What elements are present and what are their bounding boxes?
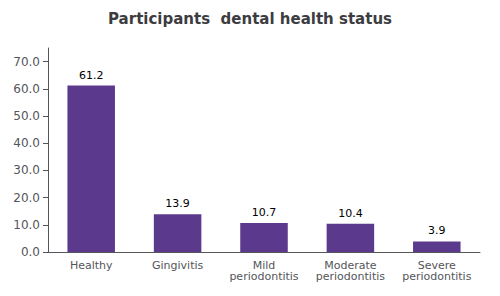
svg-text:20.0: 20.0	[13, 191, 40, 205]
svg-text:60.0: 60.0	[13, 82, 40, 96]
svg-text:Mild: Mild	[252, 259, 276, 272]
svg-text:13.9: 13.9	[165, 197, 190, 210]
svg-text:Healthy: Healthy	[70, 259, 113, 272]
svg-text:Participants dental health st: Participants dental health status	[108, 10, 392, 28]
svg-text:periodontitis: periodontitis	[229, 270, 298, 283]
svg-text:periodontitis: periodontitis	[316, 270, 385, 283]
svg-text:70.0: 70.0	[13, 55, 40, 69]
svg-text:periodontitis: periodontitis	[402, 270, 471, 283]
svg-text:10.0: 10.0	[13, 218, 40, 232]
svg-text:50.0: 50.0	[13, 109, 40, 123]
svg-text:Gingivitis: Gingivitis	[152, 259, 204, 272]
svg-text:61.2: 61.2	[79, 69, 104, 82]
svg-text:Moderate: Moderate	[324, 259, 377, 272]
svg-text:10.4: 10.4	[338, 207, 363, 220]
svg-text:30.0: 30.0	[13, 163, 40, 177]
svg-text:40.0: 40.0	[13, 136, 40, 150]
svg-text:Severe: Severe	[417, 259, 456, 272]
svg-text:0.0: 0.0	[21, 245, 40, 259]
svg-text:3.9: 3.9	[428, 224, 446, 237]
svg-text:10.7: 10.7	[252, 206, 277, 219]
